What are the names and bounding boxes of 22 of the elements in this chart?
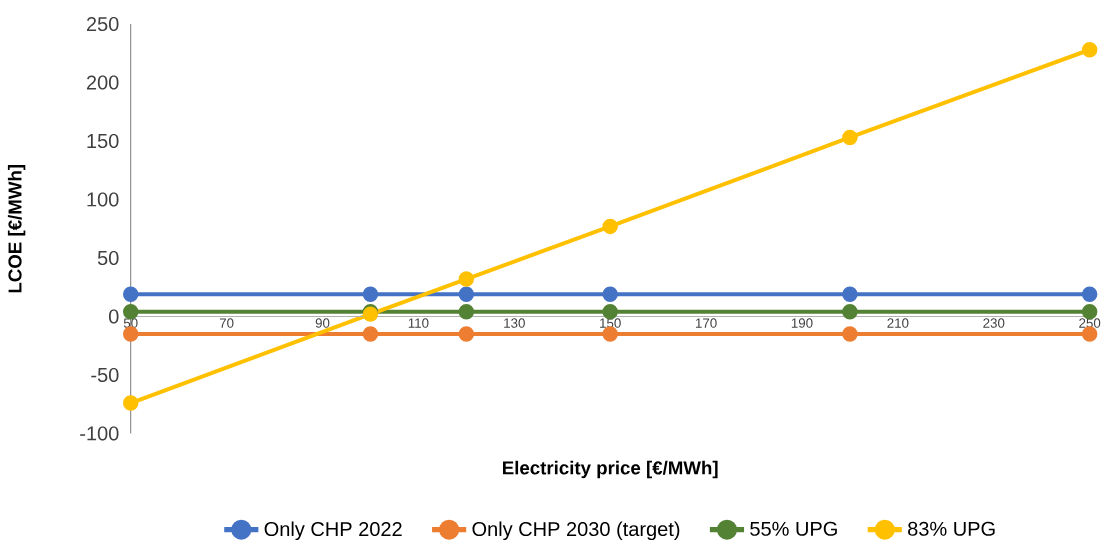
y-tick-label: -50 <box>91 367 119 383</box>
x-tick-label: 170 <box>695 318 717 328</box>
x-tick-label: 130 <box>504 318 525 328</box>
y-axis-title: LCOE [€/MWh] <box>7 165 26 293</box>
y-tick-label: 250 <box>86 17 119 32</box>
legend-label: Only CHP 2030 (target) <box>472 521 680 541</box>
x-tick-label: 190 <box>791 318 813 328</box>
x-axis-title: Electricity price [€/MWh] <box>503 460 718 479</box>
legend-label: Only CHP 2022 <box>264 521 402 541</box>
legend-label: 83% UPG <box>908 521 995 536</box>
y-tick-label: 50 <box>97 250 119 266</box>
x-tick-label: 110 <box>408 318 429 328</box>
y-tick-label: 200 <box>86 75 119 90</box>
y-tick-label: -100 <box>80 426 119 441</box>
x-tick-label: 210 <box>887 318 909 328</box>
y-tick-label: 100 <box>87 192 119 207</box>
legend-label: 55% UPG <box>750 521 837 536</box>
y-tick-label: 150 <box>87 133 119 149</box>
x-tick-label: 230 <box>983 318 1005 328</box>
x-tick-label: 70 <box>219 318 234 328</box>
y-tick-label: 0 <box>108 309 119 324</box>
x-tick-label: 90 <box>315 318 330 328</box>
